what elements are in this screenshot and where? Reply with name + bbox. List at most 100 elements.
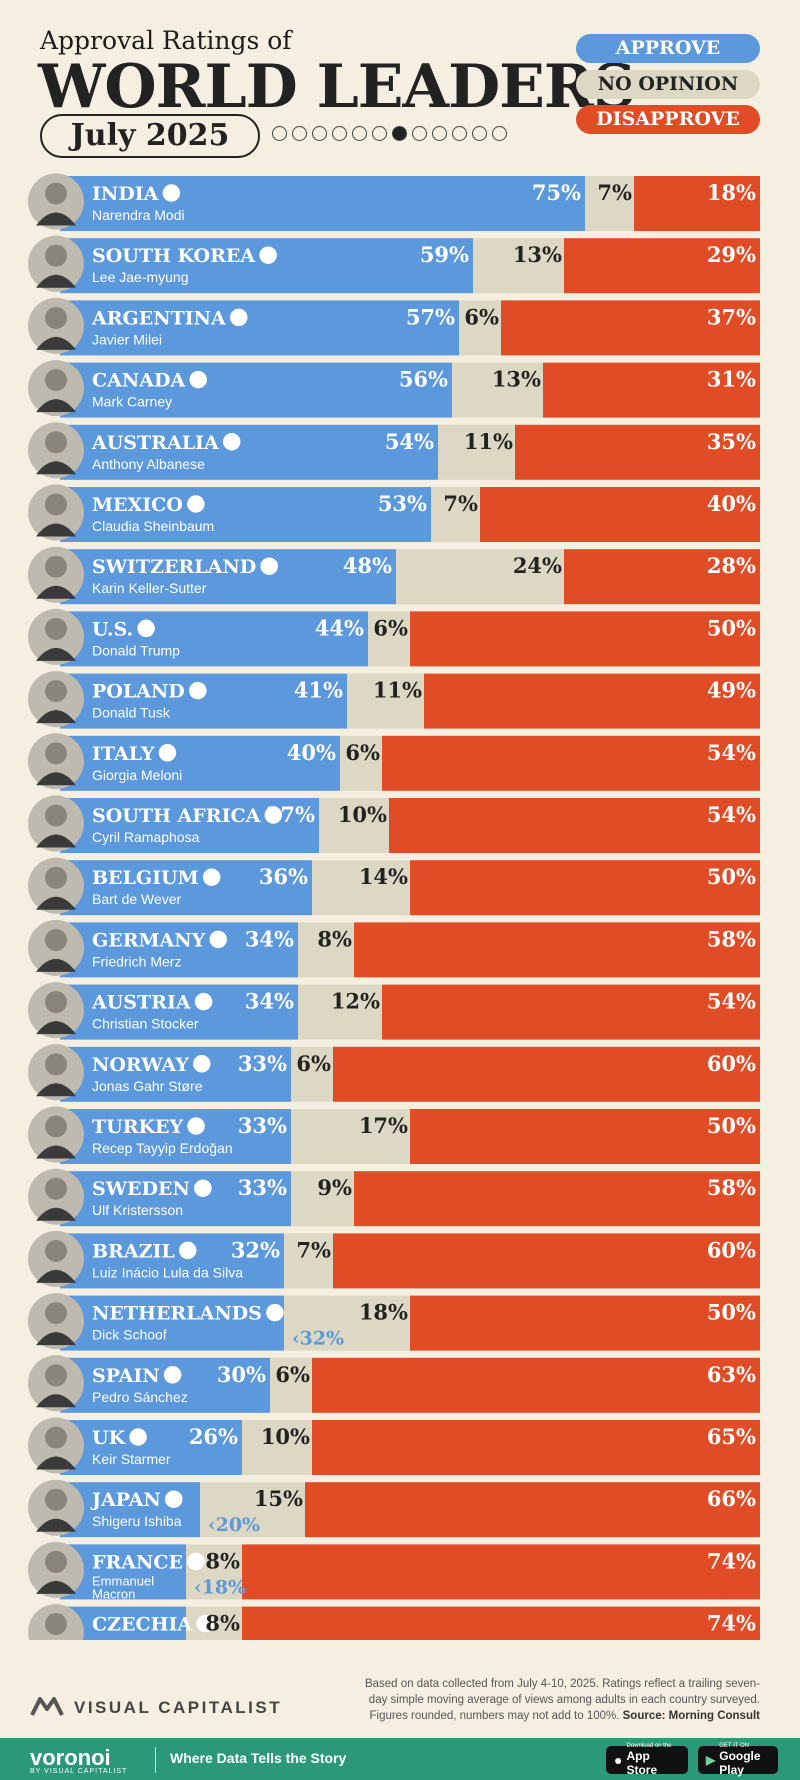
page-dot[interactable]	[412, 126, 427, 141]
leader-portrait-head	[45, 182, 67, 205]
approve-value: 34%	[245, 926, 294, 951]
bar-approve	[60, 487, 431, 542]
leader-portrait-body	[36, 1145, 76, 1159]
india-flag-icon	[162, 184, 181, 202]
norway-flag-icon	[193, 1055, 211, 1073]
page-dot[interactable]	[312, 126, 327, 141]
bar-disapprove	[410, 1109, 760, 1164]
page-dot[interactable]	[372, 126, 387, 141]
no-opinion-value: 6%	[464, 304, 499, 329]
disapprove-value: 18%	[707, 180, 756, 205]
chart-subtitle: Approval Ratings of	[40, 26, 292, 55]
uk-flag-icon	[129, 1428, 147, 1446]
country-label: ITALY	[92, 743, 155, 765]
pagination-dots	[272, 126, 507, 141]
bar-approve	[60, 1046, 291, 1102]
bar-no-opinion	[284, 1233, 333, 1289]
country-label: SOUTH KOREA	[92, 245, 255, 267]
austria-flag-icon	[194, 992, 213, 1011]
leader-portrait-body	[36, 1269, 76, 1283]
leader-portrait-head	[45, 1115, 67, 1138]
france-flag-icon	[187, 1552, 205, 1571]
leader-portrait-body	[36, 710, 76, 724]
leader-name: Pedro Sánchez	[92, 1389, 188, 1405]
leader-portrait-body	[36, 1580, 76, 1594]
voronoi-logo[interactable]: voronoi BY VISUAL CAPITALIST	[30, 1745, 127, 1775]
leader-portrait-body	[36, 647, 76, 661]
page-dot[interactable]	[272, 126, 287, 141]
disapprove-value: 60%	[707, 1237, 756, 1262]
bar-disapprove	[382, 735, 760, 791]
page-dot-active[interactable]	[392, 126, 407, 141]
bar-approve	[60, 922, 298, 978]
leader-name: Karin Keller-Sutter	[92, 580, 207, 596]
google-play-label: Google Play	[719, 1749, 761, 1777]
bar-approve	[60, 1420, 242, 1475]
bar-no-opinion	[459, 300, 501, 356]
country-label: BELGIUM	[92, 867, 199, 889]
bar-approve	[60, 549, 396, 605]
bar-no-opinion	[298, 922, 354, 978]
app-store-button[interactable]: ● Download on the App Store	[606, 1743, 688, 1777]
bar-disapprove	[242, 1544, 760, 1600]
legend-no-opinion: NO OPINION	[576, 70, 760, 99]
leader-name: Keir Starmer	[92, 1451, 171, 1467]
belgium-flag-icon	[202, 868, 221, 886]
page-dot[interactable]	[492, 126, 507, 141]
page-dot[interactable]	[432, 126, 447, 141]
leader-portrait-head	[45, 555, 67, 578]
page-dot[interactable]	[472, 126, 487, 141]
switzerland-flag-icon	[260, 557, 278, 575]
leader-name: Christian Stocker	[92, 1016, 199, 1032]
leader-portrait-head	[45, 991, 67, 1014]
approve-value: 48%	[343, 553, 392, 578]
leader-portrait-head	[45, 1302, 67, 1325]
no-opinion-value: 10%	[261, 1424, 310, 1449]
bar-no-opinion	[242, 1420, 312, 1475]
page-dot[interactable]	[332, 126, 347, 141]
brand-name: VISUAL CAPITALIST	[74, 1698, 283, 1717]
bar-approve	[60, 1295, 284, 1351]
japan-flag-icon	[165, 1490, 183, 1508]
bar-disapprove	[634, 176, 760, 231]
disapprove-value: 58%	[707, 1175, 756, 1200]
footer-bar: voronoi BY VISUAL CAPITALIST Where Data …	[0, 1738, 800, 1780]
leader-name: Anthony Albanese	[92, 456, 205, 472]
approve-value: ‹32%	[292, 1328, 344, 1350]
bar-disapprove	[501, 300, 760, 356]
google-play-button[interactable]: ▶ GET IT ON Google Play	[698, 1743, 778, 1777]
spain-flag-icon	[163, 1366, 182, 1384]
leader-name: Emmanuel	[92, 1573, 154, 1588]
leader-portrait-head	[45, 493, 67, 516]
bar-no-opinion	[347, 673, 424, 729]
bar-no-opinion	[438, 424, 515, 480]
bar-disapprove	[354, 922, 760, 978]
bar-no-opinion	[291, 1171, 354, 1227]
leader-name: Giorgia Meloni	[92, 767, 182, 783]
page-dot[interactable]	[292, 126, 307, 141]
leader-portrait-head	[45, 1364, 67, 1387]
country-label: FRANCE	[92, 1551, 183, 1573]
no-opinion-value: 17%	[359, 1113, 408, 1138]
chart-title: WORLD LEADERS	[38, 52, 636, 122]
country-label: SOUTH AFRICA	[92, 805, 261, 827]
no-opinion-value: 7%	[443, 491, 478, 516]
disapprove-value: 35%	[707, 429, 756, 454]
disapprove-value: 50%	[707, 615, 756, 640]
approve-value: ‹20%	[208, 1514, 260, 1536]
page-dot[interactable]	[452, 126, 467, 141]
bar-approve	[60, 673, 347, 729]
leader-portrait-head	[45, 1177, 67, 1200]
leader-portrait-head	[45, 928, 67, 951]
disapprove-value: 74%	[707, 1548, 756, 1573]
south-africa-flag-icon	[264, 806, 283, 824]
leader-name: Narendra Modi	[92, 207, 185, 223]
bar-no-opinion	[340, 735, 382, 791]
page-dot[interactable]	[352, 126, 367, 141]
leader-name: Mark Carney	[92, 394, 172, 410]
no-opinion-value: 6%	[296, 1051, 331, 1076]
bar-approve	[60, 984, 298, 1040]
mexico-flag-icon	[187, 495, 205, 513]
bar-no-opinion	[319, 798, 389, 853]
no-opinion-value: 6%	[373, 615, 408, 640]
